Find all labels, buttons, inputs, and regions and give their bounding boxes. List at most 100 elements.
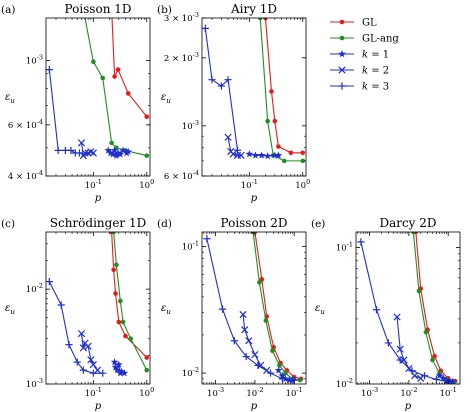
data-point	[202, 24, 209, 32]
data-point	[110, 358, 119, 366]
data-point	[251, 350, 259, 359]
x-tick-label: 100	[139, 178, 154, 191]
data-point	[300, 158, 306, 164]
data-point	[245, 150, 254, 158]
data-point	[274, 366, 283, 374]
legend-item: k = 1	[330, 50, 389, 61]
legend-label: GL-ang	[362, 34, 399, 45]
data-point	[46, 65, 53, 74]
data-point	[114, 149, 122, 157]
plot-frame	[201, 231, 307, 385]
data-point	[144, 153, 150, 158]
data-point	[99, 369, 107, 377]
data-point	[408, 367, 416, 375]
data-point	[89, 149, 97, 157]
data-point	[423, 329, 429, 335]
y-tick-label: 10-3	[182, 119, 199, 132]
data-point	[124, 147, 133, 155]
plot-frame	[45, 231, 151, 385]
data-point	[120, 319, 126, 325]
y-tick-label: 10-1	[336, 241, 353, 254]
data-point	[217, 82, 226, 90]
data-point	[254, 361, 262, 369]
data-point	[396, 356, 404, 364]
data-point	[251, 151, 260, 159]
data-point	[73, 358, 81, 366]
plot-frame	[355, 231, 461, 385]
series-line	[254, 232, 302, 380]
x-tick-label: 10-2	[246, 386, 263, 399]
legend-label: k = 3	[362, 82, 389, 93]
x-tick-label: 100	[295, 178, 310, 191]
data-point	[281, 158, 287, 164]
y-tick-label: 6 × 10-4	[8, 118, 43, 131]
data-point	[104, 146, 113, 154]
y-tick-label: 6 × 10-4	[164, 169, 199, 182]
y-axis-label: εu	[315, 303, 325, 316]
x-tick-label: 10-1	[286, 386, 303, 399]
data-point	[432, 353, 437, 359]
x-tick-label: 10-1	[85, 386, 102, 399]
panel-5: 10-3 10-2 10-1 10-2 10-1 Darcy 2D (e) p εu	[311, 216, 461, 412]
y-tick-label: 10-2	[26, 282, 43, 295]
y-axis-label: εu	[161, 92, 171, 105]
data-point	[91, 59, 96, 65]
legend-item: GL-ang	[330, 34, 399, 45]
panel-1: 10-1 100 4 × 10-4 6 × 10-4 10-3 Poisson 1D (a)…	[1, 2, 154, 204]
panel-4: 10-3 10-2 10-1 10-2 10-1 Poisson 2D (d) p εu	[157, 216, 307, 412]
x-axis-label: p	[251, 193, 258, 204]
series-line	[111, 18, 148, 118]
data-point	[420, 372, 429, 380]
data-point	[274, 151, 283, 159]
series-group	[46, 18, 150, 160]
data-point	[144, 367, 150, 373]
data-point	[245, 337, 253, 345]
data-point	[113, 291, 118, 296]
legend-item: GL	[330, 18, 377, 29]
panel-3: 10-1 100 10-3 10-2 Schrödinger 1D (c) p εu	[1, 216, 154, 412]
data-point	[224, 76, 232, 84]
y-axis-label: εu	[5, 92, 15, 105]
data-point	[266, 369, 275, 377]
data-point	[144, 355, 150, 360]
data-point	[110, 146, 119, 154]
data-point	[233, 146, 242, 154]
data-point	[278, 375, 286, 383]
data-point	[257, 18, 263, 21]
data-point	[384, 339, 392, 347]
data-point	[229, 150, 237, 158]
legend-label: k = 2	[362, 66, 389, 77]
data-point	[277, 363, 282, 368]
data-point	[357, 238, 365, 246]
series-line	[259, 18, 303, 162]
y-tick-label: 10-2	[336, 377, 353, 390]
data-point	[81, 149, 89, 157]
panel-title: Airy 1D	[230, 2, 277, 16]
data-point	[128, 336, 133, 342]
data-point	[218, 305, 227, 313]
x-axis-label: p	[405, 401, 412, 412]
legend: GL GL-ang k = 1 k = 2 k = 3	[330, 18, 399, 93]
legend-marker	[338, 82, 346, 90]
data-point	[297, 377, 303, 383]
data-point	[79, 344, 87, 352]
x-axis-label: p	[95, 193, 102, 204]
data-point	[120, 369, 129, 377]
data-point	[144, 114, 150, 120]
data-point	[114, 262, 119, 268]
panel-label: (e)	[311, 218, 325, 230]
series-group	[203, 232, 304, 384]
data-point	[115, 360, 123, 368]
data-point	[439, 374, 448, 382]
series-line	[360, 241, 449, 383]
data-point	[117, 367, 126, 375]
y-axis-label: εu	[161, 303, 171, 316]
data-point	[263, 152, 272, 160]
panel-label: (d)	[157, 218, 172, 230]
data-point	[67, 146, 75, 155]
legend-label: GL	[362, 18, 377, 29]
panel-title: Poisson 2D	[221, 216, 288, 230]
panel-title: Darcy 2D	[379, 216, 436, 230]
data-point	[272, 118, 278, 124]
